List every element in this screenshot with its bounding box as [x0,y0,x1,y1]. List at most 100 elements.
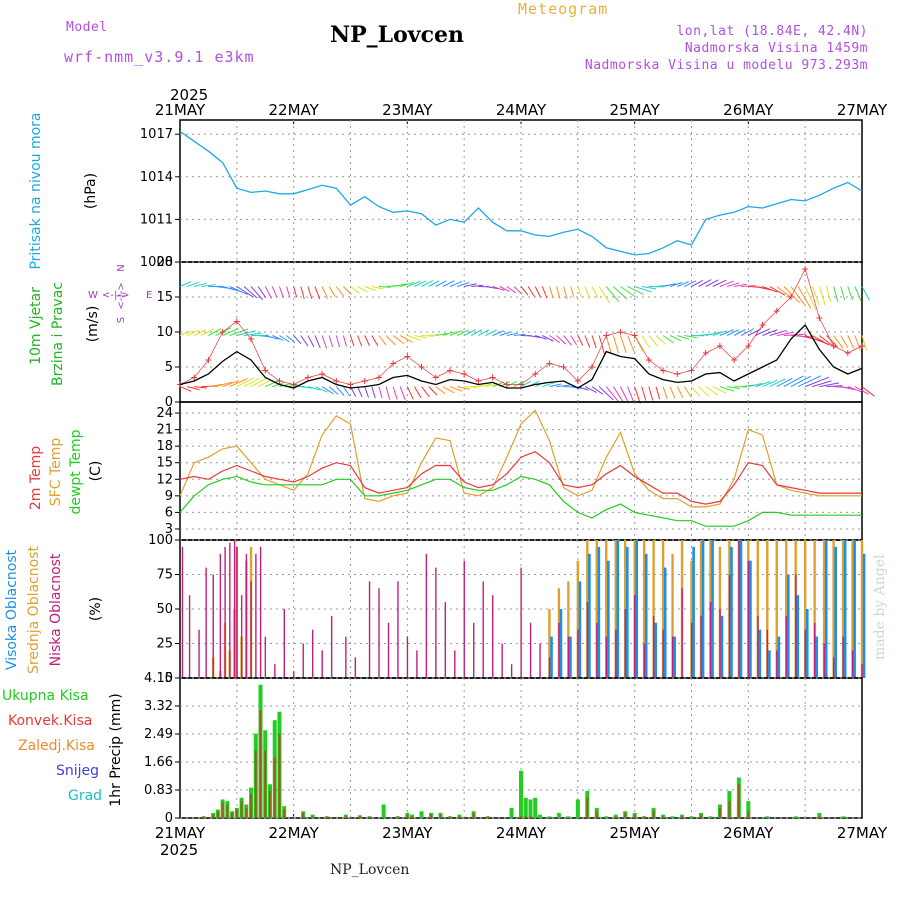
high-cloud-bar [711,540,714,678]
wind-arrow [670,282,683,287]
wind-arrow [683,386,692,398]
low-cloud-bar [255,553,257,678]
wind-arrow [343,286,352,295]
conv-precip-bar [586,797,589,818]
wind-arrow [847,286,854,301]
wind-arrow [620,286,636,298]
y-tick-label: 100 [148,533,173,548]
mid-cloud-bar [766,540,769,678]
y-tick-label: 1017 [140,127,173,142]
wind-dir-axis-h: <-|-> [102,290,129,301]
low-cloud-bar [804,629,806,678]
high-cloud-bar [853,540,856,678]
wind-arrow [449,386,463,392]
station-title: NP_Lovcen [330,22,464,48]
wind-arrow [314,386,328,393]
wind-arrow [478,329,490,336]
conv-precip-bar [273,757,276,818]
wind-arrow [812,380,832,388]
top-x-tick-label: 24MAY [496,101,547,119]
wind-arrow [428,386,438,396]
wind-arrow [357,335,363,347]
low-cloud-bar [596,622,598,678]
total-precip-bar [793,816,798,818]
total-precip-bar [670,816,675,818]
wind-arrow [186,386,200,391]
low-cloud-bar [482,581,484,678]
high-cloud-bar [673,636,676,678]
wind-arrow [400,281,414,287]
wind-arrow [605,286,620,302]
wind-arrow [627,386,635,404]
low-cloud-bar [416,650,418,678]
wind-dir-n: N [116,264,127,271]
y-tick-label: 12 [156,472,173,487]
low-cloud-bar [378,588,380,678]
low-cloud-bar [330,615,333,678]
low-cloud-bar [435,567,437,678]
low-cloud-bar [444,602,447,678]
wind-ylabel-sub: Brzina i Pravac [50,282,66,386]
wind-arrow [840,335,849,349]
wind-arrow [520,380,532,388]
conv-precip-bar [728,801,731,818]
wind-arrow [357,286,368,293]
low-cloud-bar [245,553,248,678]
precip-legend-3: Snijeg [56,763,99,779]
mid-cloud-bar [576,560,580,678]
low-cloud-bar [397,581,399,678]
total-precip-bar [746,801,751,818]
wind-arrow [605,335,612,355]
credit-label: made by Angel [872,554,888,661]
wind-arrow [641,286,657,290]
y-tick-label: 0 [165,811,173,826]
wind-arrow [684,335,698,339]
wind-arrow [456,386,470,390]
wind-arrow [513,333,526,336]
conv-precip-bar [240,801,243,818]
wind-arrow [257,286,267,299]
top-x-tick-label: 22MAY [269,101,320,119]
wind-arrow [314,286,321,300]
wind-arrow [535,335,547,340]
wind-arrow [201,328,215,336]
low-cloud-bar [463,560,465,678]
wind-arrow [669,335,682,342]
temp-2m-line [179,451,862,505]
wind-arrow [364,386,369,398]
mid-cloud-bar [567,581,570,678]
wind-arrow [272,335,284,341]
low-cloud-bar [510,664,513,678]
wind-arrow [186,281,200,287]
bottom-x-tick-label: 24MAY [496,824,547,842]
wind-arrow [598,386,614,401]
wind-arrow [449,280,463,287]
wind-arrow [840,286,846,301]
wind-arrow [804,376,830,388]
y-tick-label: 3.32 [144,699,173,714]
top-x-tick-label: 25MAY [610,101,661,119]
low-cloud-bar [548,657,551,678]
wind-arrow [321,335,328,349]
total-precip-bar [604,816,609,818]
mid-cloud-bar [614,540,617,678]
total-precip-bar [509,807,514,818]
low-cloud-bar [181,546,184,678]
wind-arrow [471,329,483,336]
wind-arrow [250,377,267,388]
wind-arrow [208,328,222,336]
conv-precip-bar [718,807,721,818]
low-cloud-bar [738,540,740,678]
wind-arrow [577,335,584,346]
conv-precip-bar [524,816,527,818]
y-tick-label: 5 [165,360,173,375]
y-tick-label: 6 [165,505,173,520]
wind-arrow [612,335,619,354]
wind-arrow [456,329,469,336]
low-cloud-bar [368,581,371,678]
high-cloud-bar [843,540,847,678]
wind-arrow [776,331,795,336]
wind-arrow [748,382,763,388]
wind-arrow [179,330,192,336]
wind-arrow [250,286,264,301]
